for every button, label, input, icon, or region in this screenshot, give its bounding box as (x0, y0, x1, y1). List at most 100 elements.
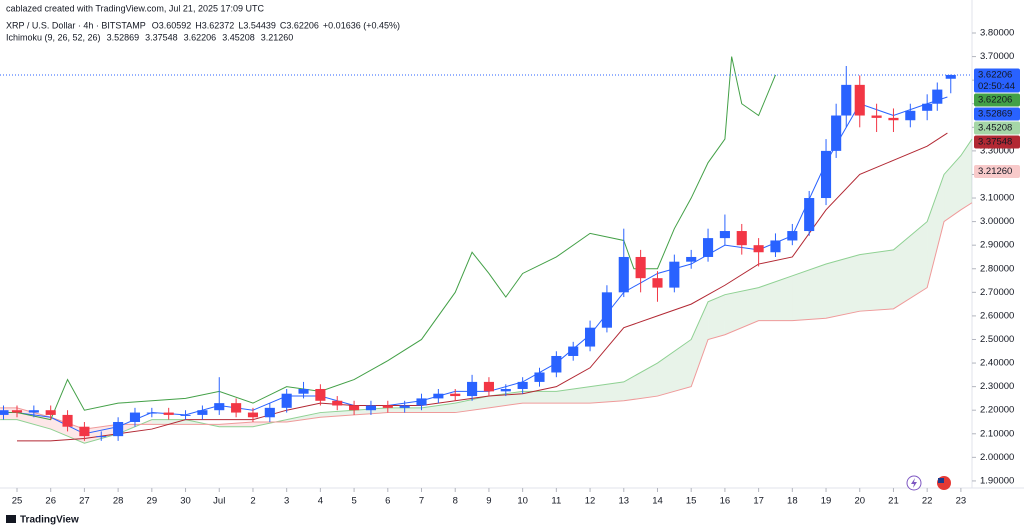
x-tick-label: 26 (45, 496, 56, 507)
candle-body (315, 388, 326, 401)
x-tick-label: 16 (720, 496, 731, 507)
candle-body (332, 400, 343, 406)
indicator-line (0, 56, 776, 421)
cloud-fill (792, 264, 827, 321)
x-tick-label: 12 (585, 496, 596, 507)
cloud-fill (151, 419, 186, 425)
candle-body (534, 372, 545, 382)
brand: TradingView (20, 515, 79, 526)
candle-body (365, 405, 377, 411)
indicator-line (16, 132, 948, 442)
candle-body (787, 231, 798, 241)
x-tick-label: 2 (250, 496, 255, 507)
cloud-fill (708, 294, 725, 340)
cloud-fill (724, 287, 759, 335)
cloud-fill (118, 419, 152, 434)
x-tick-label: 4 (318, 496, 323, 507)
candle-body (753, 245, 764, 253)
candle-body (854, 84, 865, 116)
indicator-value: 3.62206 (184, 32, 217, 42)
candle-body (62, 414, 73, 427)
footer-brand: TradingView (6, 515, 79, 526)
price-tag (974, 68, 1020, 93)
x-tick-label: 21 (888, 496, 899, 507)
price-tag-label: 3.37548 (978, 136, 1012, 147)
cloud-fill (859, 249, 894, 312)
ohlc-value: 3.62372 (202, 20, 235, 30)
ohlc-label: H (195, 20, 202, 30)
price-tag (974, 93, 1020, 107)
ohlc-label: O (152, 20, 159, 30)
cloud-fill (960, 139, 972, 210)
lightning-glyph (911, 478, 917, 488)
candle-body (702, 238, 714, 257)
y-tick-label: 1.90000 (980, 475, 1014, 486)
candle-body (888, 117, 899, 121)
credit: cablazed created with TradingView.com, J… (6, 3, 264, 13)
cloud-fill (691, 301, 709, 387)
candle-body (601, 292, 612, 328)
y-tick-label: 2.50000 (980, 334, 1014, 345)
x-tick-label: 30 (180, 496, 191, 507)
ohlc-value: 3.60592 (159, 20, 192, 30)
candle-body (129, 412, 141, 422)
candle-body (568, 346, 579, 356)
candle-body (736, 231, 747, 246)
candle-body (652, 278, 663, 288)
x-tick-label: 20 (854, 496, 865, 507)
candle-body (281, 393, 292, 408)
x-tick-label: 25 (12, 496, 23, 507)
x-tick-label: 13 (618, 496, 629, 507)
axis-layer: 1.90000 2.00000 2.10000 2.20000 2.30000 2.400… (0, 28, 1020, 507)
candle-body (841, 84, 852, 116)
price-tag-label: 3.52869 (978, 108, 1012, 119)
y-tick-label: 3.80000 (980, 28, 1014, 39)
change: +0.01636 (+0.45%) (323, 20, 400, 30)
price-tag (974, 107, 1020, 121)
indicator-name: Ichimoku (9, 26, 52, 26) (6, 32, 101, 42)
y-tick-label: 3.70000 (980, 51, 1014, 62)
candle-body (871, 115, 882, 118)
y-tick-label: 2.00000 (980, 452, 1014, 463)
y-tick-label: 2.60000 (980, 310, 1014, 321)
candle-body (618, 256, 629, 293)
price-tag (974, 135, 1020, 149)
candle-body (416, 398, 427, 406)
candle-body (517, 381, 528, 389)
y-tick-label: 3.10000 (980, 193, 1014, 204)
x-tick-label: 19 (821, 496, 832, 507)
cloud-fill (927, 174, 945, 288)
cloud-fill (320, 410, 355, 418)
candle-body (669, 261, 680, 288)
x-tick-label: 14 (652, 496, 663, 507)
candle-body (719, 231, 730, 239)
candle-body (585, 327, 596, 347)
candle-body (0, 410, 9, 415)
x-tick-label: 27 (79, 496, 90, 507)
candle-body (11, 410, 23, 413)
candle-body (180, 414, 191, 416)
legend: cablazed created with TradingView.com, J… (6, 3, 400, 42)
candle-body (264, 407, 275, 418)
y-tick-label: 2.80000 (980, 263, 1014, 274)
price-tag-label: 3.62206 (978, 69, 1012, 80)
candles-layer (0, 66, 956, 441)
candle-body (635, 256, 646, 279)
indicator-value: 3.52869 (107, 32, 140, 42)
price-tag-label: 3.21260 (978, 166, 1012, 177)
candle-body (298, 388, 309, 394)
flag-glyph (938, 478, 944, 483)
candle-body (483, 381, 494, 392)
bottom-icons[interactable] (906, 475, 951, 491)
x-tick-label: 22 (922, 496, 933, 507)
x-tick-label: Jul (213, 496, 225, 507)
ohlc-value: 3.54439 (243, 20, 276, 30)
indicator-value: 3.45208 (222, 32, 255, 42)
cloud-fill (522, 391, 557, 404)
candle-body (349, 405, 360, 411)
y-tick-label: 2.30000 (980, 381, 1014, 392)
x-tick-label: 17 (753, 496, 764, 507)
indicator-value: 3.37548 (145, 32, 178, 42)
